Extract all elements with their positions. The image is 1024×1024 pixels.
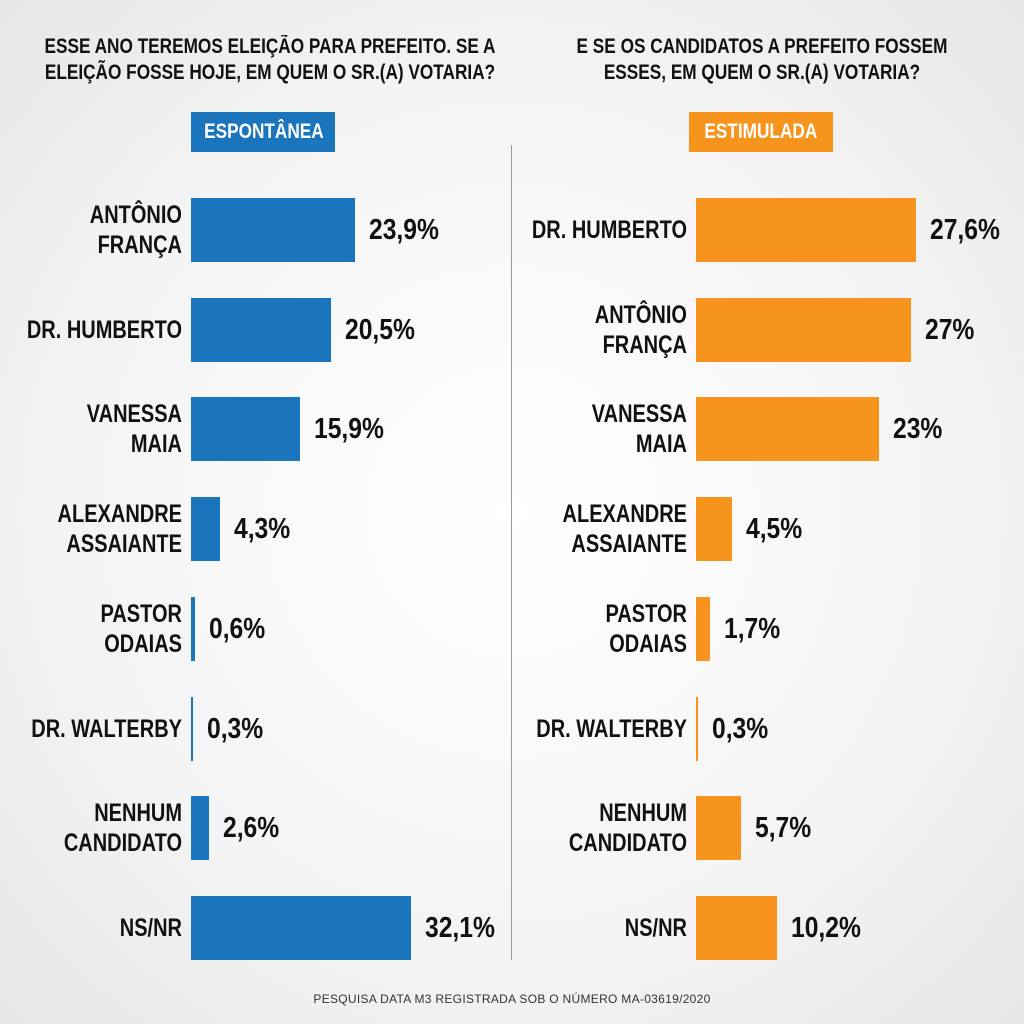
value-label: 1,7%	[723, 612, 780, 645]
value-label: 0,3%	[712, 712, 769, 745]
value-label: 0,3%	[207, 712, 264, 745]
value-label: 27%	[925, 313, 975, 346]
category-label: DR. WALTERBY	[536, 714, 687, 743]
bar	[696, 497, 732, 562]
value-label: 4,3%	[234, 513, 291, 546]
value-label: 32,1%	[425, 911, 495, 944]
chart-title: ESSE ANO TEREMOS ELEIÇÃO PARA PREFEITO. …	[44, 35, 496, 84]
category-label: NENHUM CANDIDATO	[568, 799, 687, 858]
bar	[696, 895, 778, 960]
chart-subtitle-badge: ESPONTÂNEA	[191, 112, 335, 152]
bar	[696, 397, 880, 462]
bar	[696, 596, 710, 661]
bar	[696, 696, 699, 761]
value-label: 0,6%	[209, 612, 266, 645]
category-label: VANESSA MAIA	[86, 400, 182, 459]
bar	[191, 696, 194, 761]
category-label: PASTOR ODAIAS	[100, 599, 183, 658]
category-label: ANTÔNIO FRANÇA	[89, 201, 182, 259]
category-label: ALEXANDRE ASSAIANTE	[57, 500, 182, 559]
value-label: 10,2%	[791, 911, 862, 944]
divider	[511, 145, 512, 960]
category-label: DR. HUMBERTO	[531, 216, 687, 244]
value-label: 15,9%	[313, 413, 384, 446]
category-label: PASTOR ODAIAS	[605, 599, 688, 658]
category-label: NS/NR	[119, 913, 182, 942]
bar	[191, 796, 209, 861]
category-label: VANESSA MAIA	[591, 400, 687, 459]
bar	[191, 198, 355, 262]
value-label: 23,9%	[368, 214, 439, 246]
category-label: ALEXANDRE ASSAIANTE	[562, 500, 687, 559]
chart-subtitle-badge: ESTIMULADA	[689, 112, 833, 152]
value-label: 27,6%	[930, 214, 1000, 246]
category-label: ANTÔNIO FRANÇA	[594, 300, 687, 359]
value-label: 4,5%	[745, 513, 803, 546]
bar	[191, 297, 332, 362]
bar	[191, 397, 300, 462]
category-label: DR. WALTERBY	[31, 714, 183, 743]
bar	[191, 895, 411, 960]
chart-title: E SE OS CANDIDATOS A PREFEITO FOSSEM ESS…	[576, 35, 948, 84]
category-label: NENHUM CANDIDATO	[63, 799, 182, 858]
bar	[191, 596, 196, 661]
bar	[696, 796, 742, 861]
badge-text: ESTIMULADA	[704, 120, 818, 143]
badge-text: ESPONTÂNEA	[204, 120, 324, 143]
bar	[191, 497, 221, 562]
value-label: 2,6%	[222, 812, 280, 845]
footer: PESQUISA DATA M3 REGISTRADA SOB O NÚMERO…	[313, 992, 711, 1006]
value-label: 20,5%	[345, 313, 416, 346]
bar	[696, 198, 916, 262]
value-label: 23%	[893, 413, 943, 446]
category-label: NS/NR	[624, 913, 687, 942]
bar	[696, 297, 912, 362]
value-label: 5,7%	[755, 812, 812, 845]
category-label: DR. HUMBERTO	[26, 315, 182, 344]
